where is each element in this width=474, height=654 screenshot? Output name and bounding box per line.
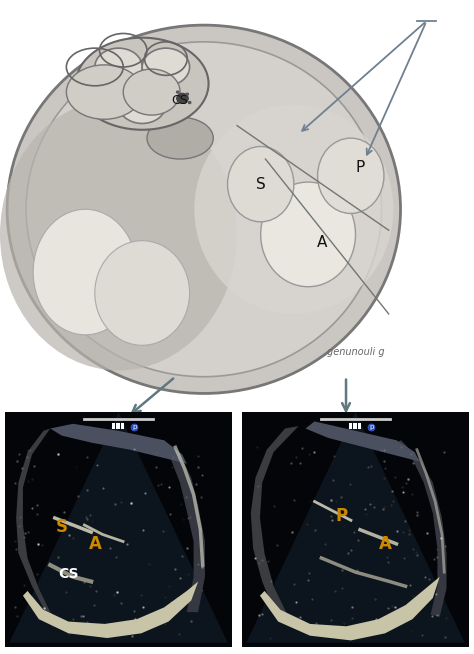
Ellipse shape	[318, 138, 384, 213]
Polygon shape	[9, 412, 228, 643]
Ellipse shape	[188, 101, 191, 104]
Ellipse shape	[95, 48, 142, 86]
Ellipse shape	[95, 241, 190, 345]
Ellipse shape	[123, 69, 180, 115]
Ellipse shape	[194, 105, 393, 314]
Text: genunouli g: genunouli g	[327, 347, 384, 356]
Polygon shape	[305, 421, 419, 462]
Polygon shape	[16, 428, 62, 624]
Ellipse shape	[118, 86, 166, 124]
Ellipse shape	[76, 38, 209, 129]
Polygon shape	[251, 426, 299, 627]
Bar	[112, 422, 115, 428]
Polygon shape	[50, 424, 187, 464]
Bar	[353, 422, 356, 428]
Ellipse shape	[228, 146, 294, 222]
Polygon shape	[23, 581, 198, 638]
Ellipse shape	[7, 25, 401, 394]
Ellipse shape	[147, 117, 213, 159]
Text: A: A	[89, 535, 102, 553]
Text: S: S	[55, 519, 68, 536]
Bar	[349, 422, 352, 428]
Text: A: A	[379, 535, 392, 553]
Polygon shape	[396, 440, 447, 617]
Text: p: p	[369, 424, 374, 430]
Text: CS: CS	[58, 568, 79, 581]
Ellipse shape	[176, 90, 180, 94]
Bar	[121, 422, 124, 428]
Ellipse shape	[142, 48, 190, 86]
Bar	[358, 422, 361, 428]
Ellipse shape	[185, 92, 189, 96]
Ellipse shape	[66, 65, 142, 119]
Bar	[116, 422, 119, 428]
Text: A: A	[317, 235, 328, 250]
Ellipse shape	[33, 209, 137, 335]
Polygon shape	[246, 412, 465, 643]
Text: S: S	[256, 177, 265, 192]
Ellipse shape	[176, 93, 189, 103]
Ellipse shape	[261, 182, 356, 286]
Polygon shape	[260, 577, 440, 640]
Polygon shape	[157, 440, 205, 612]
Text: P: P	[356, 160, 365, 175]
Text: CS: CS	[172, 94, 189, 107]
Ellipse shape	[0, 98, 237, 370]
Text: p: p	[132, 424, 137, 430]
Ellipse shape	[26, 42, 382, 377]
Text: P: P	[336, 507, 348, 525]
